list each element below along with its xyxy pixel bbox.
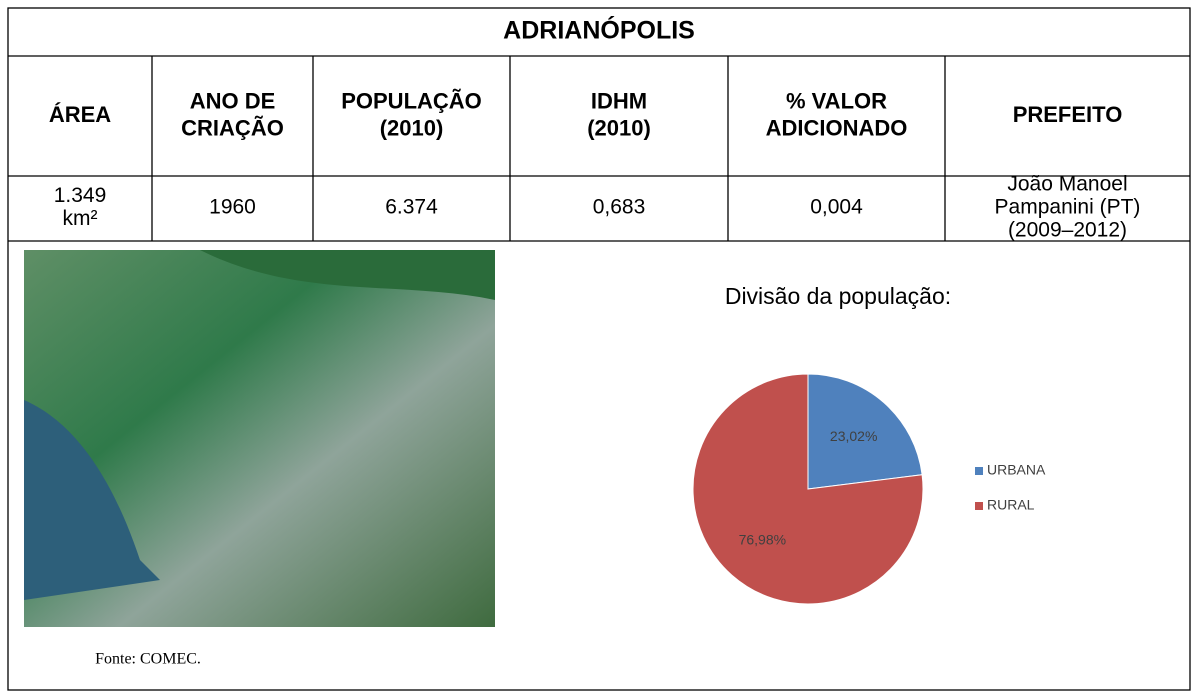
- legend-swatch: [975, 467, 983, 475]
- photo-caption: Fonte: COMEC.: [95, 651, 201, 668]
- header-cell: (2010): [587, 115, 651, 140]
- data-cell: km²: [63, 207, 98, 230]
- data-cell: 0,004: [810, 196, 863, 219]
- pie-slice: [807, 373, 923, 490]
- legend-label: URBANA: [987, 462, 1046, 478]
- header-cell: (2010): [380, 115, 444, 140]
- data-cell: João Manoel: [1007, 173, 1127, 196]
- data-cell: 1960: [209, 196, 256, 219]
- data-label: 23,02%: [830, 428, 877, 444]
- chart-title: Divisão da população:: [725, 283, 951, 309]
- header-cell: ADICIONADO: [766, 115, 908, 140]
- data-cell: 0,683: [593, 196, 646, 219]
- header-cell: ÁREA: [49, 102, 111, 127]
- data-cell: 6.374: [385, 196, 438, 219]
- data-cell: (2009–2012): [1008, 219, 1127, 242]
- header-cell: % VALOR: [786, 88, 887, 113]
- photo-river: [24, 400, 160, 600]
- header-cell: POPULAÇÃO: [341, 88, 482, 113]
- legend-label: RURAL: [987, 497, 1035, 513]
- header-cell: ANO DE: [190, 88, 276, 113]
- header-cell: PREFEITO: [1013, 102, 1123, 127]
- data-cell: Pampanini (PT): [995, 196, 1141, 219]
- photo-hill: [200, 250, 495, 300]
- table-border: [7, 7, 1191, 691]
- table-title: ADRIANÓPOLIS: [503, 15, 695, 45]
- data-cell: 1.349: [54, 184, 107, 207]
- data-label: 76,98%: [739, 531, 786, 547]
- legend-swatch: [975, 502, 983, 510]
- pie-slice: [692, 373, 924, 605]
- header-cell: CRIAÇÃO: [181, 115, 284, 140]
- header-cell: IDHM: [591, 88, 647, 113]
